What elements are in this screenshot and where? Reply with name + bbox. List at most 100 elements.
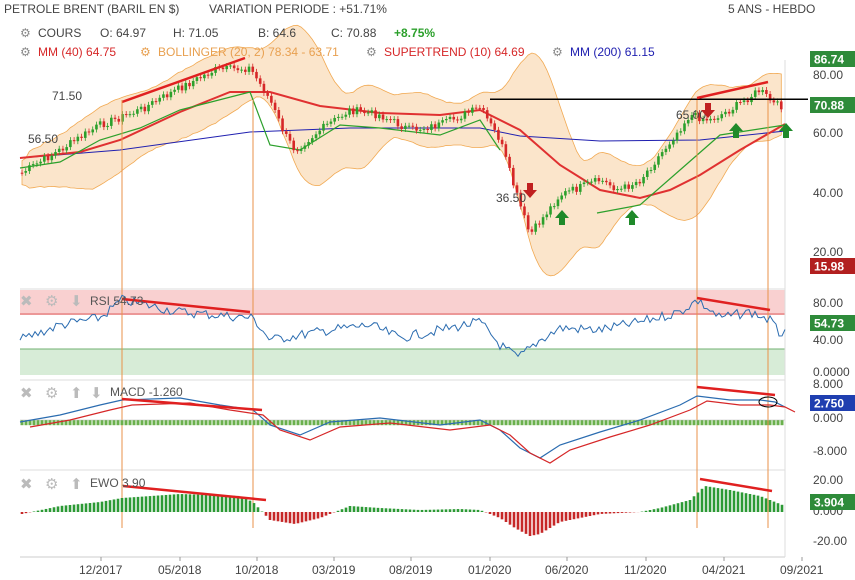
candle-body bbox=[456, 119, 459, 121]
candle-body bbox=[511, 167, 515, 186]
supertrend-legend[interactable]: SUPERTREND (10) 64.69 bbox=[384, 45, 525, 59]
rsi-value-tag: 54.73 bbox=[814, 317, 844, 331]
rsi-value-tag-bg bbox=[810, 315, 855, 331]
macd-histogram-bar bbox=[264, 420, 268, 426]
ewo-bar bbox=[256, 507, 260, 512]
ewo-bar bbox=[568, 512, 572, 520]
gear-icon[interactable]: ⚙ bbox=[552, 45, 563, 59]
macd-histogram-bar bbox=[120, 420, 124, 426]
ewo-bar bbox=[164, 494, 168, 512]
ewo-bar bbox=[592, 512, 596, 516]
buy-arrow-icon bbox=[555, 210, 569, 225]
candle-body bbox=[72, 140, 76, 142]
macd-histogram-bar bbox=[476, 420, 480, 426]
ewo-bar bbox=[664, 506, 668, 512]
arrow-down-icon[interactable]: ⬇ bbox=[70, 293, 83, 310]
gear-icon[interactable]: ⚙ bbox=[45, 385, 59, 402]
ewo-bar bbox=[440, 509, 444, 512]
ewo-bar bbox=[612, 512, 616, 514]
macd-histogram-bar bbox=[228, 420, 232, 426]
close-icon[interactable]: ✖ bbox=[20, 385, 33, 402]
ewo-bar bbox=[764, 498, 768, 512]
candle-body bbox=[314, 134, 318, 139]
macd-histogram-bar bbox=[508, 420, 512, 426]
macd-histogram-bar bbox=[280, 420, 284, 426]
macd-histogram-bar bbox=[640, 420, 644, 426]
candle-body bbox=[564, 191, 567, 196]
macd-histogram-bar bbox=[132, 420, 136, 426]
macd-histogram-bar bbox=[256, 420, 260, 426]
gear-icon[interactable]: ⚙ bbox=[45, 293, 59, 310]
gear-icon[interactable]: ⚙ bbox=[366, 45, 377, 59]
ewo-bar bbox=[188, 494, 192, 512]
macd-histogram-bar bbox=[680, 420, 684, 426]
close-icon[interactable]: ✖ bbox=[20, 476, 33, 493]
ewo-bar bbox=[656, 508, 660, 512]
ewo-bar bbox=[548, 512, 552, 528]
variation-label: VARIATION PERIODE : +51.71% bbox=[209, 2, 387, 16]
gear-icon[interactable]: ⚙ bbox=[20, 26, 31, 40]
macd-histogram-bar bbox=[504, 420, 508, 426]
arrow-up-icon[interactable]: ⬆ bbox=[70, 476, 83, 493]
ewo-bar bbox=[212, 495, 216, 512]
candle-body bbox=[136, 109, 139, 114]
macd-histogram-bar bbox=[584, 420, 588, 426]
candle-body bbox=[698, 113, 701, 122]
mm200-legend[interactable]: MM (200) 61.15 bbox=[570, 45, 655, 59]
x-tick-label: 12/2017 bbox=[79, 563, 123, 577]
macd-histogram-bar bbox=[600, 420, 604, 426]
x-tick-label: 10/2018 bbox=[235, 563, 279, 577]
period-label[interactable]: 5 ANS - HEBDO bbox=[728, 2, 816, 16]
candle-body bbox=[430, 124, 433, 131]
ewo-bar bbox=[312, 512, 316, 520]
macd-histogram-bar bbox=[720, 420, 724, 426]
bollinger-legend[interactable]: BOLLINGER (20, 2) 78.34 - 63.71 bbox=[158, 45, 339, 59]
ewo-bar bbox=[36, 510, 40, 512]
macd-histogram-bar bbox=[340, 420, 344, 426]
macd-histogram-bar bbox=[500, 420, 504, 426]
ewo-bar bbox=[320, 512, 324, 518]
macd-histogram-bar bbox=[272, 420, 276, 426]
candle-body bbox=[534, 223, 537, 232]
macd-histogram-bar bbox=[520, 420, 524, 426]
ewo-bar bbox=[92, 502, 96, 512]
candle-body bbox=[753, 90, 757, 97]
ewo-bar bbox=[324, 512, 328, 516]
close-icon[interactable]: ✖ bbox=[20, 293, 33, 310]
cours-label: COURS bbox=[38, 26, 82, 40]
ewo-bar bbox=[452, 509, 456, 512]
ewo-bar bbox=[460, 509, 464, 512]
candle-body bbox=[757, 90, 761, 93]
candle-body bbox=[139, 106, 143, 110]
ewo-bar bbox=[128, 497, 132, 512]
candle-body bbox=[712, 118, 716, 120]
ewo-value-tag: 3.904 bbox=[814, 496, 844, 510]
candle-body bbox=[378, 114, 381, 119]
macd-histogram-bar bbox=[440, 420, 444, 426]
macd-histogram-bar bbox=[224, 420, 228, 426]
ewo-bar bbox=[476, 509, 480, 512]
candle-body bbox=[98, 121, 102, 125]
candle-body bbox=[426, 128, 429, 131]
gear-icon[interactable]: ⚙ bbox=[45, 476, 59, 493]
candle-body bbox=[597, 178, 601, 182]
ewo-bar bbox=[300, 512, 304, 523]
ewo-bar bbox=[728, 490, 732, 512]
ewo-bar bbox=[48, 508, 52, 512]
bollinger-band bbox=[21, 24, 782, 277]
ewo-bar bbox=[44, 508, 48, 512]
candle-body bbox=[556, 199, 560, 207]
candle-body bbox=[590, 181, 593, 183]
arrow-down-icon[interactable]: ⬇ bbox=[90, 385, 103, 402]
ewo-bar bbox=[588, 512, 592, 516]
ewo-bar bbox=[236, 495, 240, 512]
gear-icon[interactable]: ⚙ bbox=[140, 45, 151, 59]
arrow-up-icon[interactable]: ⬆ bbox=[70, 385, 83, 402]
gear-icon[interactable]: ⚙ bbox=[20, 45, 31, 59]
candle-body bbox=[39, 161, 42, 164]
ewo-bar bbox=[392, 508, 396, 512]
macd-histogram-bar bbox=[552, 420, 556, 426]
mm40-legend[interactable]: MM (40) 64.75 bbox=[38, 45, 117, 59]
macd-title: MACD -1.260 bbox=[110, 385, 183, 399]
